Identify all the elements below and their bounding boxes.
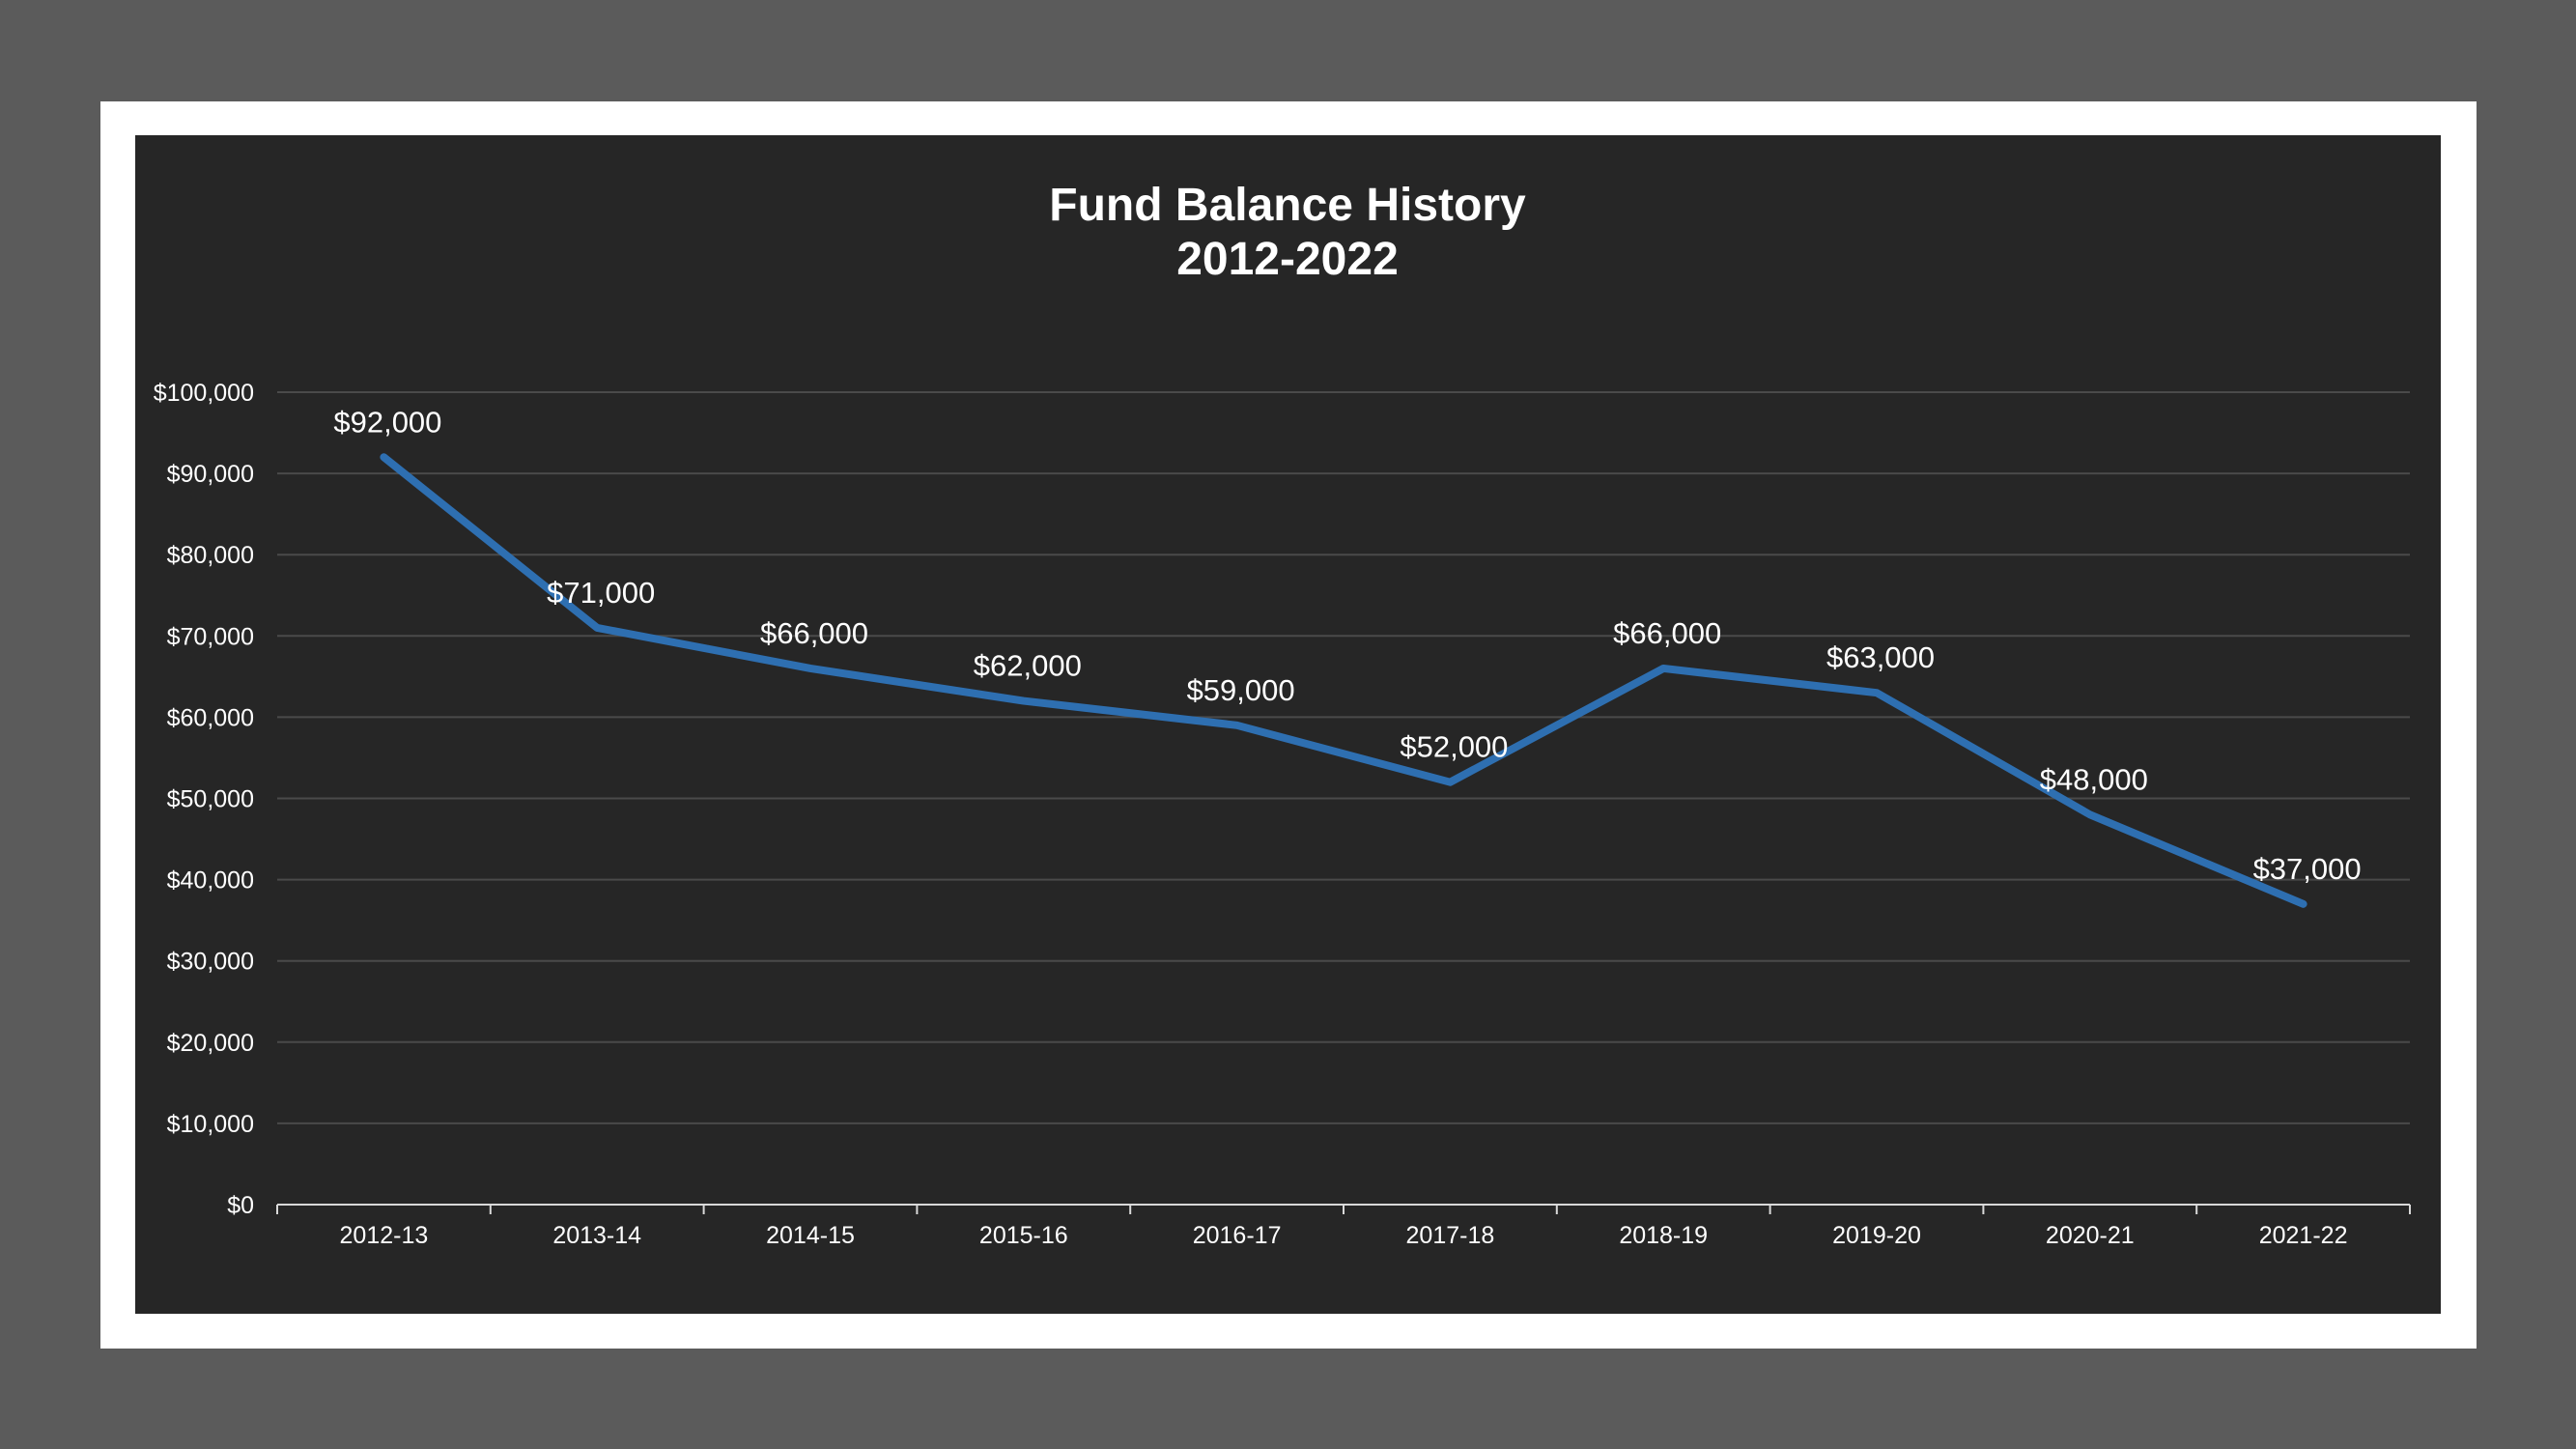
fund-balance-line-chart: $0 $10,000 $20,000 $30,000 $40,000 $50,000 $60… (154, 180, 2411, 1249)
y-tick-label: $60,000 (167, 704, 254, 731)
y-tick-label: $70,000 (167, 623, 254, 650)
data-labels: $92,000 $71,000 $66,000 $62,000 $59,000 $52,0… (333, 405, 2361, 886)
y-tick-label: $10,000 (167, 1111, 254, 1138)
x-tick-label: 2017-18 (1406, 1222, 1495, 1249)
y-tick-label: $40,000 (167, 867, 254, 895)
data-label: $66,000 (760, 616, 868, 650)
x-tick-label: 2019-20 (1832, 1222, 1921, 1249)
y-tick-label: $20,000 (167, 1030, 254, 1057)
y-tick-label: $80,000 (167, 542, 254, 569)
chart-panel: $0 $10,000 $20,000 $30,000 $40,000 $50,000 $60… (135, 135, 2441, 1314)
y-tick-label: $0 (227, 1192, 254, 1219)
x-tick-label: 2012-13 (340, 1222, 429, 1249)
series-line (380, 453, 2307, 908)
x-tick-label: 2021-22 (2259, 1222, 2348, 1249)
x-tick-label: 2020-21 (2046, 1222, 2135, 1249)
y-tick-label: $50,000 (167, 786, 254, 813)
data-label: $59,000 (1187, 673, 1295, 707)
data-label: $62,000 (974, 649, 1082, 683)
data-label: $92,000 (333, 405, 441, 439)
y-tick-label: $30,000 (167, 949, 254, 976)
axes: $0 $10,000 $20,000 $30,000 $40,000 $50,000 $60… (154, 380, 2411, 1249)
slide-frame: $0 $10,000 $20,000 $30,000 $40,000 $50,000 $60… (100, 101, 2477, 1349)
series-layer (380, 453, 2307, 908)
chart-subtitle: 2012-2022 (1176, 234, 1399, 285)
data-label: $48,000 (2040, 762, 2148, 796)
data-label: $63,000 (1826, 640, 1935, 674)
x-tick-label: 2015-16 (979, 1222, 1068, 1249)
x-tick-label: 2013-14 (552, 1222, 641, 1249)
y-tick-label: $90,000 (167, 461, 254, 488)
y-tick-label: $100,000 (154, 380, 254, 407)
x-tick-label: 2016-17 (1193, 1222, 1282, 1249)
data-label: $52,000 (1400, 730, 1508, 764)
data-label: $71,000 (547, 576, 655, 610)
data-label: $66,000 (1613, 616, 1721, 650)
gridlines (277, 391, 2410, 1124)
x-tick-label: 2018-19 (1619, 1222, 1708, 1249)
data-label: $37,000 (2253, 852, 2362, 886)
chart-title: Fund Balance History (1049, 180, 1526, 231)
x-tick-label: 2014-15 (766, 1222, 855, 1249)
